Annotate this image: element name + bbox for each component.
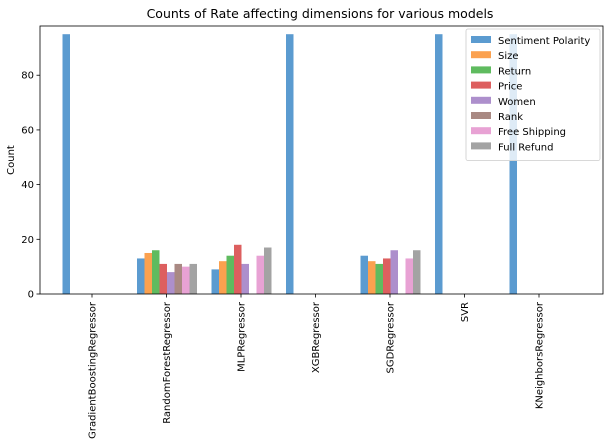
legend-swatch bbox=[471, 81, 491, 89]
legend-label: Size bbox=[498, 51, 519, 62]
bar bbox=[159, 263, 167, 294]
bar bbox=[62, 34, 70, 294]
bar bbox=[375, 263, 383, 294]
bars-group bbox=[62, 34, 517, 294]
bar bbox=[137, 258, 145, 294]
bar bbox=[383, 258, 391, 294]
x-tick-label: MLPRegressor bbox=[237, 301, 248, 372]
bar bbox=[286, 34, 294, 294]
y-axis-ticks: 0 20 40 60 80 bbox=[21, 71, 40, 301]
y-axis-label: Count bbox=[6, 145, 17, 175]
bar bbox=[509, 34, 517, 294]
bar bbox=[234, 244, 242, 294]
bar bbox=[256, 255, 264, 294]
bar bbox=[174, 263, 182, 294]
bar bbox=[390, 250, 398, 294]
x-tick-label: GradientBoostingRegressor bbox=[88, 301, 99, 439]
bar bbox=[182, 266, 190, 294]
bar bbox=[241, 263, 249, 294]
bar bbox=[264, 247, 272, 294]
legend-label: Sentiment Polarity bbox=[498, 36, 590, 47]
legend-label: Full Refund bbox=[498, 142, 553, 153]
bar bbox=[211, 269, 219, 294]
bar bbox=[144, 252, 152, 294]
y-tick-label: 80 bbox=[21, 71, 34, 82]
bar bbox=[152, 250, 160, 294]
legend-swatch bbox=[471, 66, 491, 74]
bar bbox=[413, 250, 421, 294]
bar bbox=[167, 272, 175, 294]
bar bbox=[435, 34, 443, 294]
bar bbox=[226, 255, 234, 294]
y-tick-label: 40 bbox=[21, 180, 34, 191]
y-tick-label: 60 bbox=[21, 125, 34, 136]
bar bbox=[189, 263, 197, 294]
bar bbox=[368, 261, 376, 294]
x-axis-ticks: GradientBoostingRegressor RandomForestReg… bbox=[88, 294, 546, 439]
x-tick-label: SVR bbox=[460, 302, 471, 322]
legend-swatch bbox=[471, 96, 491, 104]
bar bbox=[219, 261, 227, 294]
legend-swatch bbox=[471, 142, 491, 150]
legend-box bbox=[465, 28, 601, 162]
legend-label: Free Shipping bbox=[498, 127, 566, 138]
bar bbox=[405, 258, 413, 294]
chart-title: Counts of Rate affecting dimensions for … bbox=[147, 6, 494, 21]
legend-label: Rank bbox=[498, 112, 523, 123]
y-tick-label: 20 bbox=[21, 235, 34, 246]
legend-swatch bbox=[471, 112, 491, 119]
x-tick-label: SGDRegressor bbox=[386, 301, 397, 373]
legend-label: Price bbox=[498, 82, 522, 93]
legend-label: Women bbox=[498, 97, 536, 108]
bar bbox=[360, 255, 368, 294]
x-tick-label: XGBRegressor bbox=[311, 301, 322, 373]
legend-swatch bbox=[471, 51, 491, 59]
x-tick-label: RandomForestRegressor bbox=[162, 301, 173, 424]
x-tick-label: KNeighborsRegressor bbox=[535, 301, 546, 409]
legend-label: Return bbox=[498, 66, 531, 77]
plot-area-frame bbox=[39, 25, 604, 295]
y-tick-label: 0 bbox=[28, 290, 34, 301]
legend-swatch bbox=[471, 36, 491, 43]
legend-swatch bbox=[471, 127, 491, 135]
legend: Sentiment Polarity Size Return Price Women Ra… bbox=[465, 28, 601, 162]
